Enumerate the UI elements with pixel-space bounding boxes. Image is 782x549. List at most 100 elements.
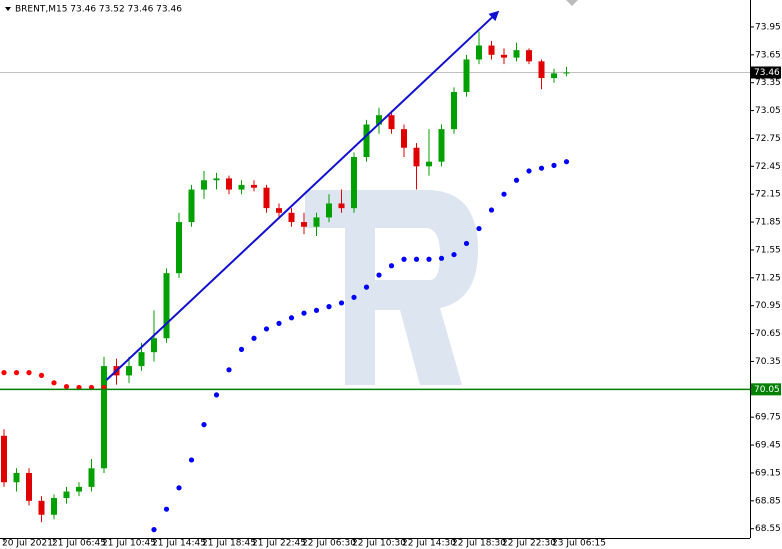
indicator-dot (188, 457, 195, 463)
candle-body (138, 352, 145, 367)
candle-body (426, 161, 432, 167)
candle-body (63, 491, 70, 499)
y-tick-label: 73.65 (755, 50, 781, 60)
indicator-dot (513, 177, 520, 183)
x-tick-label: 22 Jul 22:30 (502, 539, 556, 549)
candle-body (88, 468, 95, 487)
indicator-dot (538, 165, 545, 171)
x-tick-label: 21 Jul 06:45 (52, 539, 106, 549)
candle-body (1, 435, 7, 483)
trendline (105, 10, 500, 381)
y-tick-label: 68.85 (755, 496, 781, 506)
candle-body (201, 180, 207, 190)
indicator-dot (363, 284, 370, 290)
indicator-dot (26, 370, 32, 376)
candle-body (26, 472, 32, 501)
indicator-dot (426, 256, 432, 262)
candle-body (438, 129, 445, 162)
indicator-dot (151, 527, 157, 533)
candle-body (326, 203, 332, 218)
indicator-dot (351, 294, 357, 300)
candle-body (238, 184, 245, 190)
level-label: 70.05 (754, 385, 780, 395)
y-tick-label: 72.15 (755, 190, 781, 200)
indicator-dot (313, 307, 320, 313)
indicator-dot (526, 168, 532, 174)
candle-body (451, 91, 457, 130)
y-tick-label: 72.45 (755, 162, 781, 172)
candle-body (363, 124, 370, 158)
indicator-dot (163, 506, 170, 512)
y-tick-label: 69.75 (755, 413, 781, 423)
y-tick-label: 73.35 (755, 78, 781, 88)
y-tick-label: 70.65 (755, 329, 781, 339)
x-tick-label: 23 Jul 06:15 (552, 539, 606, 549)
candle-body (463, 59, 470, 92)
candle-body (101, 366, 107, 469)
indicator-dot (51, 380, 57, 386)
indicator-dot (263, 326, 270, 332)
candle-body (376, 115, 382, 125)
indicator-dot (338, 300, 345, 306)
watermark (305, 190, 478, 385)
indicator-dot (388, 263, 395, 269)
indicator-dot (451, 251, 457, 258)
menu-icon[interactable] (5, 7, 11, 11)
y-tick-label: 71.85 (755, 218, 781, 228)
indicator-dot (226, 367, 232, 373)
indicator-dot (413, 256, 420, 262)
indicator-dot (276, 320, 282, 326)
candle-body (226, 178, 232, 190)
y-tick-label: 71.55 (755, 245, 781, 255)
candle-body (213, 178, 220, 181)
candle-body (526, 50, 532, 62)
candle-body (551, 73, 557, 79)
indicator-dot (13, 370, 20, 376)
indicator-dot (438, 255, 445, 261)
y-tick-label: 73.95 (755, 22, 781, 32)
candle-body (301, 222, 307, 227)
candle-body (251, 184, 257, 188)
candle-body (413, 147, 420, 167)
x-tick-label: 21 Jul 10:45 (102, 539, 156, 549)
candle-body (288, 212, 295, 223)
indicator-dot (301, 310, 307, 316)
indicator-dot (38, 372, 45, 378)
indicator-dot (238, 346, 245, 352)
x-tick-label: 21 Jul 18:45 (202, 539, 256, 549)
indicator-dot (501, 191, 507, 197)
indicator-dot (476, 225, 482, 232)
indicator-dot (251, 335, 257, 341)
y-tick-label: 72.75 (755, 134, 781, 144)
candle-body (126, 366, 132, 376)
indicator-dot (551, 162, 557, 168)
x-tick-label: 22 Jul 06:30 (302, 539, 356, 549)
price-label-box (751, 66, 781, 79)
y-tick-label: 70.35 (755, 357, 781, 367)
y-tick-label: 68.55 (755, 524, 781, 534)
candle-body (563, 72, 570, 74)
x-tick-label: 22 Jul 14:30 (402, 539, 456, 549)
y-tick-label: 69.45 (755, 441, 781, 451)
candle-body (351, 157, 357, 209)
indicator-dot (1, 370, 7, 376)
candle-body (188, 189, 195, 223)
candle-body (476, 45, 482, 60)
indicator-dot (288, 315, 295, 321)
x-tick-label: 21 Jul 14:45 (152, 539, 206, 549)
candle-body (313, 217, 320, 227)
indicator-dot (376, 272, 382, 278)
indicator-dot (488, 207, 495, 213)
indicator-dot (401, 256, 407, 262)
candle-body (338, 203, 345, 209)
price-label: 73.46 (754, 68, 780, 78)
candle-body (276, 208, 282, 213)
candle-body (501, 54, 507, 58)
level-label-box (751, 383, 781, 396)
candle-body (176, 222, 182, 274)
x-tick-label: 20 Jul 2021 (2, 539, 53, 549)
indicator-dot (463, 240, 470, 247)
candle-body (401, 129, 407, 148)
y-tick-label: 71.25 (755, 273, 781, 283)
